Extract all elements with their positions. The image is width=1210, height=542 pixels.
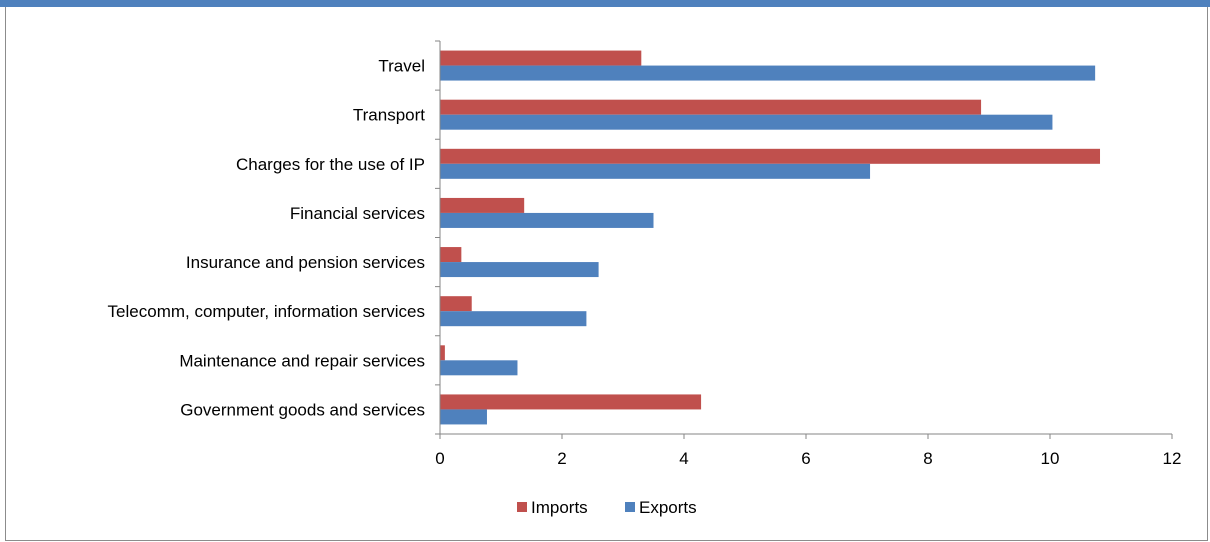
x-tick-label: 0 [435,449,444,468]
category-label: Charges for the use of IP [236,155,425,174]
bar-imports-5 [440,296,472,312]
bar-imports-1 [440,99,982,115]
axes-group [435,40,1173,439]
bar-exports-4 [440,262,599,278]
x-tick-label: 4 [679,449,688,468]
legend-swatch-imports [517,502,527,512]
bar-imports-3 [440,197,525,213]
category-label: Insurance and pension services [186,253,425,272]
bar-exports-0 [440,65,1096,81]
category-labels: Travel Transport Charges for the use of IP… [108,57,426,420]
bar-exports-1 [440,114,1053,130]
bar-imports-0 [440,50,642,66]
legend: Imports Exports [517,498,697,517]
legend-label-imports: Imports [531,498,588,517]
category-label: Financial services [290,204,425,223]
legend-label-exports: Exports [639,498,697,517]
top-accent-bar [0,0,1210,7]
bar-exports-2 [440,163,871,179]
chart-frame [5,7,1208,541]
x-tick-label: 2 [557,449,566,468]
x-tick-label: 6 [801,449,810,468]
bar-imports-7 [440,394,702,410]
bar-imports-2 [440,148,1101,164]
category-label: Maintenance and repair services [179,351,425,370]
x-tick-label: 8 [923,449,932,468]
category-label: Transport [353,106,425,125]
bar-exports-6 [440,360,518,376]
x-tick-label: 12 [1163,449,1182,468]
legend-swatch-exports [625,502,635,512]
x-tick-label: 10 [1041,449,1060,468]
category-label: Travel [378,57,425,76]
bar-exports-5 [440,311,587,327]
bar-imports-4 [440,247,462,263]
bars-group [440,50,1101,425]
category-label: Telecomm, computer, information services [108,302,425,321]
bar-exports-3 [440,212,654,228]
bar-exports-7 [440,409,487,425]
category-label: Government goods and services [180,400,425,419]
tick-labels: 0 2 4 6 8 10 12 [435,449,1181,468]
bar-imports-6 [440,345,445,361]
